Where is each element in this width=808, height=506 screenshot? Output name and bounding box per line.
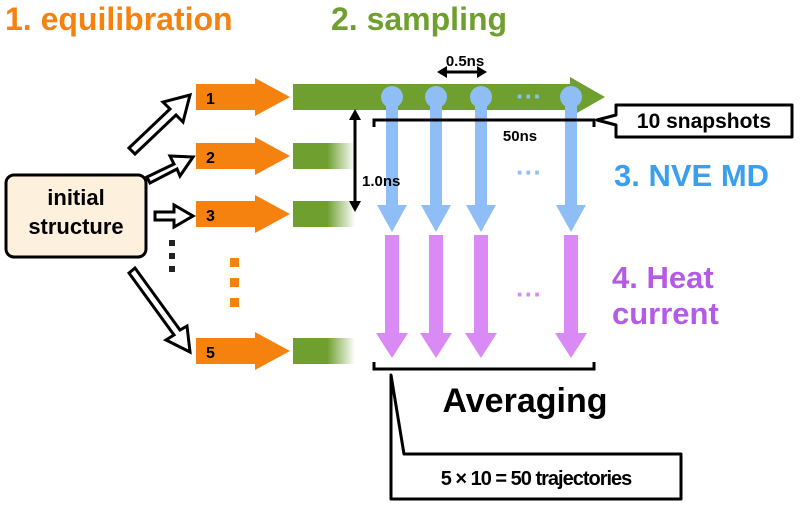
averaging-bracket <box>372 362 596 371</box>
vertical-ellipsis-orange <box>230 258 239 307</box>
interval-label: 0.5ns <box>446 53 484 70</box>
violet-arrow-1 <box>376 235 408 358</box>
orange-arrow-5 <box>196 332 290 370</box>
blue-ellipsis-mid: ··· <box>516 157 542 187</box>
snapshots-label: 10 snapshots <box>637 110 771 133</box>
trajectory-label-2: 2 <box>206 150 215 167</box>
violet-ellipsis: ··· <box>516 279 542 309</box>
violet-arrow-10 <box>555 235 587 358</box>
snapshots-callout <box>595 103 794 139</box>
nve-time-label: 1.0ns <box>362 173 400 190</box>
initial-structure-line2: structure <box>28 214 123 239</box>
branch-arrow-3 <box>153 202 196 230</box>
green-fade-bar-3 <box>293 201 355 227</box>
violet-arrow-2 <box>420 235 452 358</box>
trajectory-label-5: 5 <box>206 345 215 362</box>
duration-label: 50ns <box>503 128 537 145</box>
interval-arrowhead-left <box>437 66 447 78</box>
green-fade-bar-2 <box>293 143 355 169</box>
branch-arrow-5 <box>126 265 192 355</box>
blue-arrow-3 <box>466 86 496 232</box>
green-fade-bar-5 <box>293 338 355 364</box>
averaging-label: Averaging <box>442 382 607 420</box>
blue-ellipsis-top: ··· <box>516 81 542 111</box>
heading-equilibration: 1. equilibration <box>5 1 233 37</box>
violet-heat-arrows <box>376 235 587 358</box>
blue-nve-arrows <box>377 86 586 232</box>
orange-arrow-3 <box>196 195 290 233</box>
blue-arrow-10 <box>556 86 586 232</box>
duration-bracket <box>372 118 596 127</box>
nve-time-arrowhead-top <box>349 109 361 120</box>
trajectory-label-1: 1 <box>206 91 215 108</box>
blue-arrow-2 <box>421 86 451 232</box>
heading-heat-line2: current <box>612 296 719 331</box>
total-callout <box>389 373 683 501</box>
orange-arrows <box>196 78 290 370</box>
initial-structure-line1: initial <box>47 185 104 210</box>
heading-heat-line1: 4. Heat <box>612 260 714 295</box>
heading-nve-md: 3. NVE MD <box>614 158 769 193</box>
branch-arrow-1 <box>126 92 193 157</box>
nve-time-arrowhead-bottom <box>349 201 361 212</box>
orange-arrow-2 <box>196 137 290 175</box>
heading-sampling: 2. sampling <box>331 1 507 37</box>
trajectory-label-3: 3 <box>206 208 215 225</box>
vertical-ellipsis-black <box>169 240 175 272</box>
orange-arrow-1 <box>196 78 290 116</box>
total-trajectories-label: 5 × 10 = 50 trajectories <box>441 468 632 490</box>
green-sampling-arrow-1 <box>293 77 605 117</box>
branch-arrow-2 <box>144 154 196 186</box>
initial-structure-box <box>4 173 148 259</box>
violet-arrow-3 <box>465 235 497 358</box>
hollow-branch-arrows <box>126 92 196 355</box>
blue-arrow-1 <box>377 86 407 232</box>
interval-arrowhead-right <box>477 66 487 78</box>
